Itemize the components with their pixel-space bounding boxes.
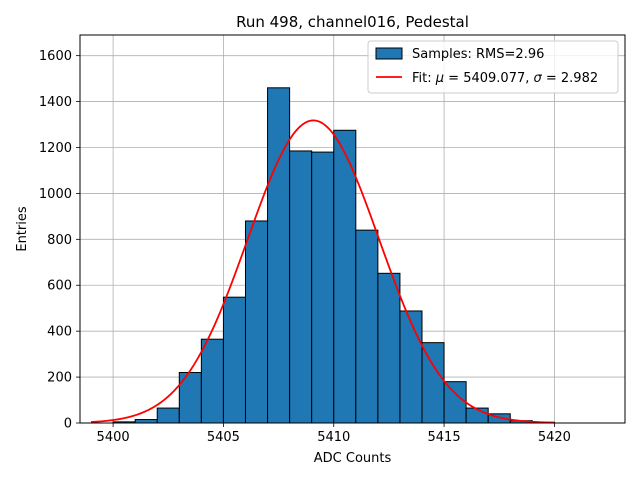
x-tick-label: 5420 bbox=[538, 430, 571, 445]
y-tick-label: 400 bbox=[47, 325, 72, 340]
plot-frame bbox=[79, 34, 626, 424]
x-tick-label: 5415 bbox=[428, 430, 461, 445]
y-tick-label: 600 bbox=[47, 279, 72, 294]
legend: Samples: RMS=2.96 Fit: μ = 5409.077, σ =… bbox=[367, 40, 619, 94]
histogram-bar bbox=[200, 338, 224, 424]
legend-fit-sigma-value: = 2.982 bbox=[542, 71, 598, 86]
histogram-bar bbox=[333, 129, 357, 424]
histogram-bar bbox=[244, 220, 269, 424]
y-tick-label: 1600 bbox=[39, 49, 72, 64]
histogram-bar bbox=[134, 419, 158, 424]
histogram-bar bbox=[399, 310, 423, 424]
x-tick-label: 5400 bbox=[97, 430, 130, 445]
y-tick-label: 1000 bbox=[39, 187, 72, 202]
legend-fit-sigma-symbol: σ bbox=[534, 71, 543, 86]
legend-fit-mu-value: = 5409.077, bbox=[444, 71, 533, 86]
x-axis-ticks: 5400 5405 5410 5415 5420 bbox=[97, 423, 571, 445]
fit-curve bbox=[90, 119, 555, 424]
x-axis-label: ADC Counts bbox=[314, 451, 392, 466]
y-tick-label: 800 bbox=[47, 233, 72, 248]
legend-fit-mu-symbol: μ bbox=[435, 71, 444, 86]
histogram-bar bbox=[222, 296, 246, 424]
legend-histogram-label: Samples: RMS=2.96 bbox=[412, 47, 544, 62]
legend-histogram-swatch bbox=[375, 47, 403, 60]
histogram-bar bbox=[355, 229, 379, 424]
histogram-bar bbox=[267, 87, 291, 424]
y-tick-label: 200 bbox=[47, 371, 72, 386]
y-tick-label: 1400 bbox=[39, 95, 72, 110]
legend-fit-prefix: Fit: bbox=[412, 71, 436, 86]
histogram-bar bbox=[443, 381, 467, 424]
x-tick-label: 5410 bbox=[317, 430, 350, 445]
histogram-bar bbox=[156, 407, 180, 424]
legend-fit-label: Fit: μ = 5409.077, σ = 2.982 bbox=[412, 71, 598, 86]
histogram-bar bbox=[289, 150, 313, 424]
histogram-bar bbox=[377, 272, 401, 424]
x-tick-label: 5405 bbox=[207, 430, 240, 445]
y-axis-label: Entries bbox=[15, 206, 30, 252]
legend-box bbox=[367, 40, 619, 94]
chart-title: Run 498, channel016, Pedestal bbox=[236, 13, 469, 31]
y-axis-ticks: 0 200 400 600 800 1000 1200 1400 1600 bbox=[39, 49, 80, 432]
y-tick-label: 1200 bbox=[39, 141, 72, 156]
histogram-bar bbox=[311, 151, 335, 424]
histogram-bar bbox=[421, 342, 445, 424]
y-tick-label: 0 bbox=[64, 417, 72, 432]
fit-curve-group bbox=[90, 119, 555, 424]
